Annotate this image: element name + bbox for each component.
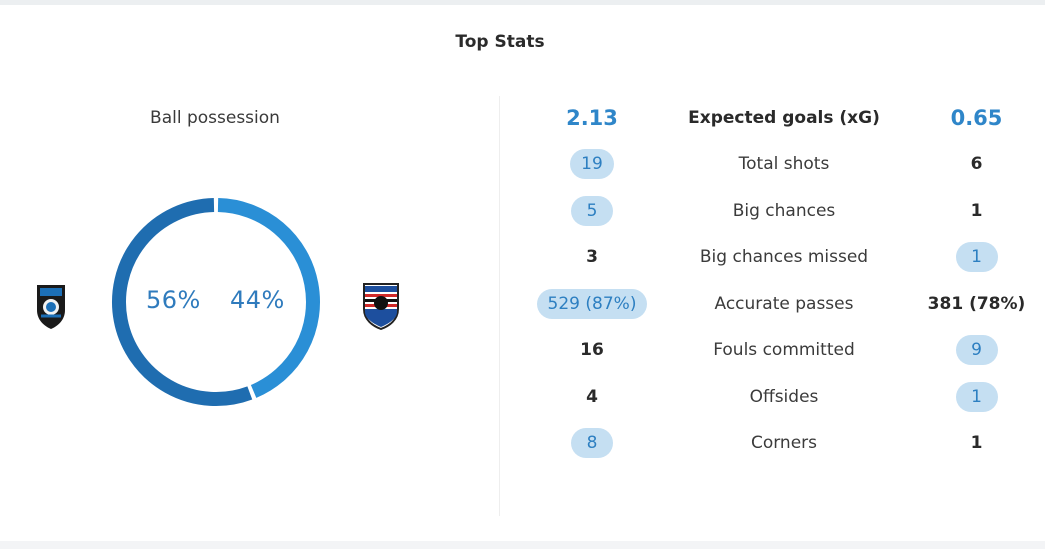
stat-home-value: 8 <box>571 428 613 458</box>
stat-home-value: 3 <box>586 247 598 267</box>
stat-away-value: 1 <box>955 382 998 412</box>
stat-row-xg: 2.13 Expected goals (xG) 0.65 <box>500 101 1045 135</box>
atalanta-crest-icon <box>37 285 65 329</box>
stat-label: Expected goals (xG) <box>688 108 880 128</box>
stat-row-offsides: 4 Offsides 1 <box>500 380 1045 414</box>
possession-donut <box>112 198 320 406</box>
stat-row-accurate-passes: 529 (87%) Accurate passes 381 (78%) <box>500 287 1045 321</box>
stat-home-value: 529 (87%) <box>536 289 648 319</box>
stat-away-value: 381 (78%) <box>927 294 1026 314</box>
section-title: Top Stats <box>455 32 545 52</box>
stat-label: Offsides <box>749 387 819 407</box>
column-divider <box>499 96 500 516</box>
stat-home-value: 19 <box>570 149 614 179</box>
stat-away-value: 1 <box>955 242 998 272</box>
stat-label: Fouls committed <box>713 340 855 360</box>
stat-away-value: 6 <box>970 154 983 174</box>
possession-arc-away <box>217 198 320 398</box>
stat-row-fouls-committed: 16 Fouls committed 9 <box>500 333 1045 367</box>
stat-label: Total shots <box>738 154 830 174</box>
possession-arc-home <box>112 198 253 406</box>
stat-label: Accurate passes <box>714 294 854 314</box>
possession-label: Ball possession <box>150 108 280 128</box>
possession-away-value: 44% <box>230 286 285 314</box>
stat-label: Big chances missed <box>699 247 869 267</box>
stat-away-value: 1 <box>970 201 983 221</box>
stat-label: Big chances <box>732 201 836 221</box>
stat-away-value: 9 <box>955 335 998 365</box>
stat-away-value: 0.65 <box>950 106 1003 130</box>
stat-home-value: 4 <box>586 387 598 407</box>
stat-row-big-chances-missed: 3 Big chances missed 1 <box>500 240 1045 274</box>
stat-row-corners: 8 Corners 1 <box>500 426 1045 460</box>
stat-label: Corners <box>750 433 818 453</box>
top-strip <box>0 0 1045 5</box>
stat-row-total-shots: 19 Total shots 6 <box>500 147 1045 181</box>
stat-row-big-chances: 5 Big chances 1 <box>500 194 1045 228</box>
bottom-strip <box>0 541 1045 549</box>
stat-home-value: 5 <box>571 196 613 226</box>
sampdoria-crest-icon <box>363 283 399 330</box>
stat-home-value: 2.13 <box>566 106 618 130</box>
stat-home-value: 16 <box>580 340 604 360</box>
possession-home-value: 56% <box>146 286 201 314</box>
stat-away-value: 1 <box>970 433 983 453</box>
